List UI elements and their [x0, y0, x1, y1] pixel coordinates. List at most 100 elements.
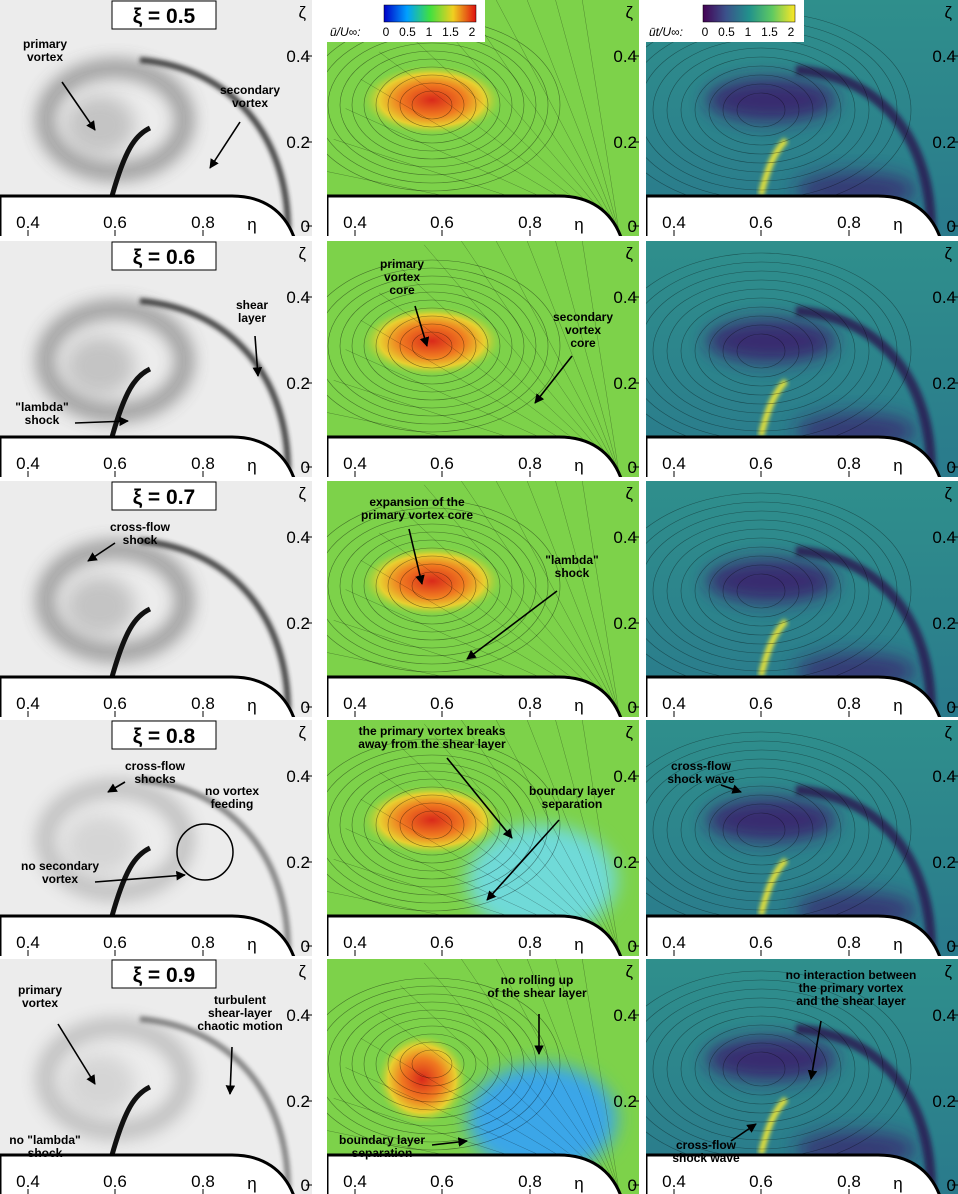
y-axis-label: ζ — [626, 723, 634, 742]
x-tick-label: 0.6 — [103, 454, 127, 473]
annotation: of the shear layer — [487, 986, 587, 1000]
annotation: shear-layer — [208, 1006, 272, 1020]
y-axis-label: ζ — [299, 962, 307, 981]
xi-label: ξ = 0.7 — [133, 486, 195, 509]
annotation: vortex — [565, 323, 601, 337]
x-tick-label: 0.4 — [343, 213, 367, 232]
y-axis-label: ζ — [299, 3, 307, 22]
vortex-core — [362, 65, 502, 135]
xi-label: ξ = 0.6 — [133, 246, 195, 269]
panel-image: 0.40.60.8η0.40.20ζξ = 0.9primaryvortextu… — [0, 959, 312, 1194]
y-tick-label: 0.2 — [613, 1092, 637, 1111]
x-tick-label: 0.4 — [16, 933, 40, 952]
y-tick-label: 0.4 — [286, 528, 310, 547]
annotation: separation — [352, 1146, 413, 1160]
x-tick-label: 0.6 — [430, 1172, 454, 1191]
annotation: primary vortex core — [361, 508, 473, 522]
y-tick-label: 0 — [301, 458, 310, 477]
x-tick-label: 0.6 — [749, 1172, 773, 1191]
x-tick-label: 0.8 — [837, 213, 861, 232]
panel: 0.40.60.8η0.40.20ζ — [611, 241, 958, 481]
annotation: shock — [555, 566, 590, 580]
y-axis-label: ζ — [945, 723, 953, 742]
x-tick-label: 0.6 — [103, 1172, 127, 1191]
y-tick-label: 0.4 — [613, 1006, 637, 1025]
annotation: secondary — [553, 310, 613, 324]
y-axis-label: ζ — [626, 3, 634, 22]
vortex-core — [362, 546, 502, 616]
panel: 0.40.60.8η0.40.20ζcross-flowshock wave — [611, 720, 958, 960]
annotation: shock — [28, 1146, 63, 1160]
x-tick-label: 0.6 — [430, 933, 454, 952]
y-axis-label: ζ — [299, 723, 307, 742]
annotation: shock — [25, 413, 60, 427]
y-tick-label: 0.4 — [286, 767, 310, 786]
y-tick-label: 0.4 — [932, 767, 956, 786]
annotation: no "lambda" — [9, 1133, 80, 1147]
vortex-core — [65, 95, 135, 155]
y-tick-label: 0 — [301, 698, 310, 717]
y-tick-label: 0.4 — [932, 47, 956, 66]
x-axis-label: η — [574, 696, 583, 715]
x-tick-label: 0.8 — [837, 933, 861, 952]
colorbar-tick: 1.5 — [761, 25, 778, 39]
y-tick-label: 0.4 — [613, 767, 637, 786]
annotation: cross-flow — [671, 759, 732, 773]
x-tick-label: 0.6 — [749, 213, 773, 232]
annotation: "lambda" — [545, 553, 598, 567]
x-tick-label: 0.4 — [16, 213, 40, 232]
annotation: layer — [238, 311, 266, 325]
colorbar-tick: 1 — [745, 25, 752, 39]
x-tick-label: 0.4 — [343, 933, 367, 952]
panel-image: 0.40.60.8η0.40.20ζcross-flowshock wave — [611, 720, 958, 960]
x-tick-label: 0.6 — [430, 694, 454, 713]
y-tick-label: 0 — [947, 698, 956, 717]
colorbar-tick: 1.5 — [442, 25, 459, 39]
x-tick-label: 0.4 — [662, 1172, 686, 1191]
y-axis-label: ζ — [299, 244, 307, 263]
panel: 0.40.60.8η0.40.20ζno interaction between… — [611, 959, 958, 1194]
y-tick-label: 0.4 — [932, 288, 956, 307]
colorbar-label: ūt/U∞: — [649, 25, 683, 39]
y-axis-label: ζ — [626, 484, 634, 503]
colorbar-tick: 1 — [426, 25, 433, 39]
x-tick-label: 0.6 — [749, 454, 773, 473]
annotation: vortex — [22, 996, 58, 1010]
annotation: cross-flow — [125, 759, 186, 773]
panel: 0.40.60.8η0.40.20ζξ = 0.6shearlayer"lamb… — [0, 241, 312, 481]
x-axis-label: η — [247, 935, 256, 954]
vortex-core — [362, 306, 502, 376]
x-tick-label: 0.8 — [518, 454, 542, 473]
panel-image: 0.40.60.8η0.40.20ζξ = 0.8cross-flowshock… — [0, 720, 312, 960]
y-axis-label: ζ — [945, 962, 953, 981]
colorbar-label: ū/U∞: — [330, 25, 361, 39]
x-tick-label: 0.8 — [191, 454, 215, 473]
x-axis-label: η — [893, 1174, 902, 1193]
y-tick-label: 0.2 — [286, 1092, 310, 1111]
panel: 0.40.60.8η0.40.20ζξ = 0.7cross-flowshock — [0, 481, 312, 721]
annotation: expansion of the — [369, 495, 465, 509]
vortex-core — [65, 336, 135, 396]
panel-image: 0.40.60.8η0.40.20ζū/U∞:00.511.52 — [304, 0, 639, 240]
colorbar — [703, 5, 795, 22]
annotation: secondary — [220, 83, 280, 97]
x-axis-label: η — [247, 1174, 256, 1193]
y-tick-label: 0 — [301, 217, 310, 236]
colorbar-tick: 0.5 — [718, 25, 735, 39]
y-axis-label: ζ — [626, 244, 634, 263]
x-tick-label: 0.4 — [662, 213, 686, 232]
y-tick-label: 0.4 — [286, 1006, 310, 1025]
annotation: "lambda" — [15, 400, 68, 414]
annotation: shock wave — [667, 772, 735, 786]
annotation: vortex — [27, 50, 63, 64]
annotation: boundary layer — [529, 784, 615, 798]
annotation: turbulent — [214, 993, 266, 1007]
annotation: no rolling up — [501, 973, 574, 987]
y-axis-label: ζ — [945, 484, 953, 503]
y-axis-label: ζ — [299, 484, 307, 503]
panel: 0.40.60.8η0.40.20ζξ = 0.8cross-flowshock… — [0, 720, 312, 960]
xi-label: ξ = 0.5 — [133, 5, 196, 28]
x-tick-label: 0.4 — [16, 454, 40, 473]
annotation: primary — [380, 257, 424, 271]
x-tick-label: 0.8 — [837, 1172, 861, 1191]
